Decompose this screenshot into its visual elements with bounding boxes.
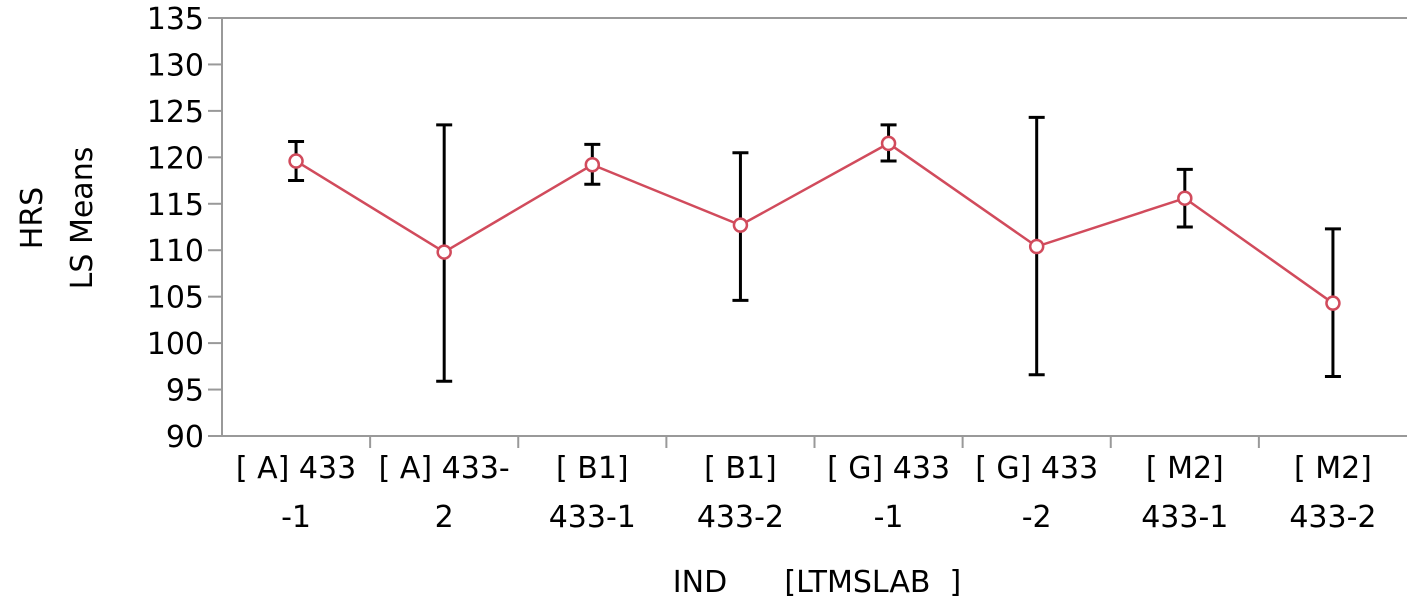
y-tick-label: 120 [147, 141, 204, 176]
x-tick-label: [ M2] [1146, 451, 1224, 486]
x-tick-label: [ G] 433 [975, 451, 1098, 486]
data-point [880, 135, 897, 152]
y-axis-title-line-2: LS Means [65, 147, 100, 290]
x-tick-label: [ B1] [556, 451, 629, 486]
x-tick-label: -2 [1022, 500, 1052, 535]
y-axis-ticks: 90 95 100 105 110 115 120 125 130 135 [147, 2, 222, 455]
data-points [288, 135, 1341, 311]
data-point [1028, 238, 1045, 255]
y-tick-label: 95 [166, 374, 204, 409]
y-axis-title: HRS LS Means [15, 147, 100, 290]
x-tick-label: -1 [281, 500, 311, 535]
x-tick-label: [ A] 433- [379, 451, 510, 486]
y-tick-label: 135 [147, 2, 204, 37]
x-tick-label: 433-1 [549, 500, 636, 535]
y-axis-title-line-1: HRS [15, 187, 50, 249]
x-tick-label: [ G] 433 [827, 451, 950, 486]
x-tick-label: [ M2] [1294, 451, 1372, 486]
x-tick-label: -1 [874, 500, 904, 535]
y-tick-label: 125 [147, 95, 204, 130]
y-tick-label: 105 [147, 281, 204, 316]
y-tick-label: 110 [147, 234, 204, 269]
data-point [436, 244, 452, 260]
y-tick-label: 130 [147, 48, 204, 83]
data-point [288, 153, 304, 169]
data-point [1177, 190, 1193, 206]
y-tick-label: 90 [166, 420, 204, 455]
x-axis-ticks: [ A] 433 -1 [ A] 433- 2 [ B1] 433-1 [ B1] 433-2… [236, 436, 1377, 535]
x-tick-label: [ A] 433 [236, 451, 356, 486]
x-tick-label: 433-2 [1289, 500, 1376, 535]
data-point [584, 157, 601, 173]
x-tick-label: 2 [435, 500, 454, 535]
x-axis-title: IND [LTMSLAB ] [673, 565, 961, 600]
series-line-group [295, 141, 1334, 305]
plot-frame [221, 17, 1407, 437]
x-tick-label: 433-2 [697, 500, 784, 535]
y-tick-label: 100 [147, 327, 204, 362]
x-tick-label: [ B1] [704, 451, 777, 486]
y-tick-label: 115 [147, 188, 204, 223]
x-tick-label: 433-1 [1141, 500, 1228, 535]
data-point [732, 217, 749, 233]
data-point [1325, 295, 1341, 311]
series-line [295, 141, 1334, 305]
